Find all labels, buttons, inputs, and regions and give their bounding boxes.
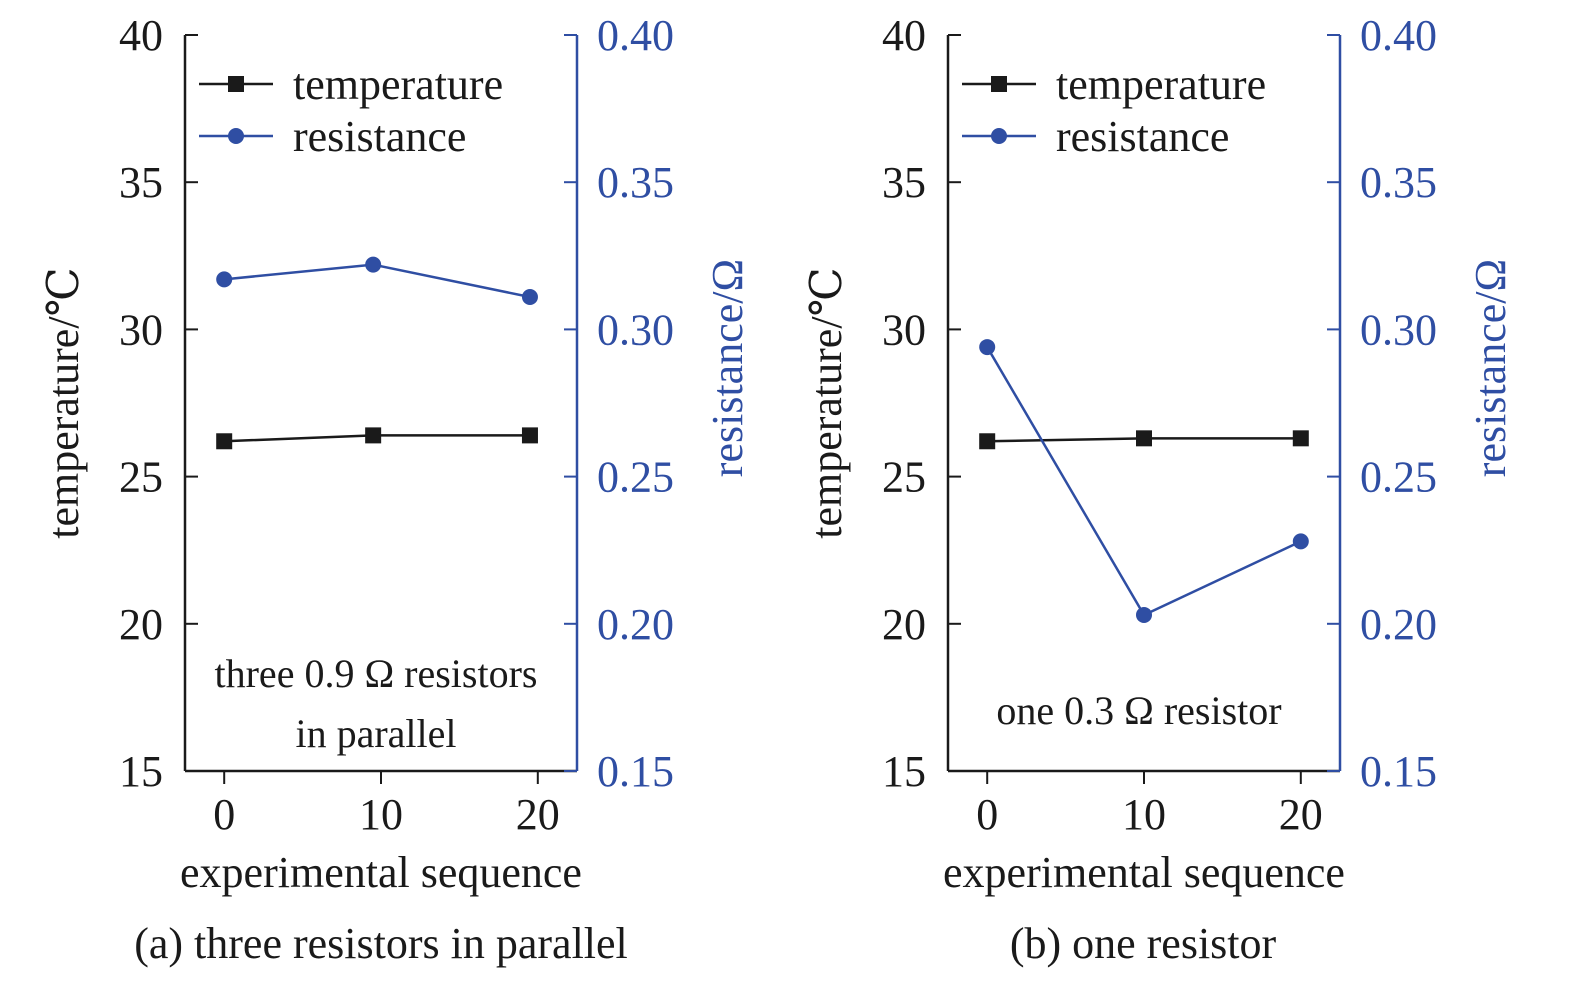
panel-b-legend-temperature-label: temperature: [1056, 60, 1266, 109]
panel-b-temperature-point: [1136, 430, 1152, 447]
panel-b-y-tick-label: 25: [882, 453, 926, 502]
panel-b-temperature-point: [979, 433, 996, 450]
panel-a-y-tick-label: 15: [119, 747, 163, 796]
panel-a-y-tick-label: 30: [119, 305, 163, 354]
panel-b-x-tick-label: 20: [1279, 790, 1323, 839]
panel-a-resistance-point: [521, 289, 538, 306]
panel-a-y2-tick-label: 0.20: [597, 600, 674, 649]
panel-b-y2-tick-label: 0.15: [1360, 747, 1437, 796]
panel-b-legend-resistance-label: resistance: [1056, 112, 1229, 161]
panel-a-temperature-point: [216, 433, 233, 450]
panel-a-legend-resistance-label: resistance: [293, 112, 466, 161]
panel-b-x-axis-title: experimental sequence: [943, 848, 1345, 897]
panel-b: 15 20 25 30 35 40 0.15 0.20 0.25 0.30 0.35 0.40 0 10 2…: [802, 11, 1515, 968]
panel-b-resistance-point: [1292, 533, 1309, 550]
panel-b-caption: (b) one resistor: [1010, 919, 1277, 968]
panel-b-x-tick-label: 0: [976, 790, 998, 839]
panel-a-y2-tick-label: 0.30: [597, 305, 674, 354]
panel-b-legend-resistance-marker: [991, 128, 1007, 144]
panel-b-y-tick-label: 40: [882, 11, 926, 60]
panel-b-y-tick-label: 15: [882, 747, 926, 796]
panel-a-y2-tick-label: 0.35: [597, 158, 674, 207]
panel-b-y-tick-label: 20: [882, 600, 926, 649]
panel-a: 15 20 25 30 35 40 0.15 0.20 0.25 0.30 0.35 0.40 0 10 2…: [39, 11, 752, 968]
panel-a-annotation-line: in parallel: [295, 711, 456, 756]
panel-a-legend-temperature-marker: [228, 76, 244, 92]
panel-b-y-axis-title: temperature/℃: [802, 267, 851, 539]
panel-b-y-tick-label: 35: [882, 158, 926, 207]
panel-b-x-tick-label: 10: [1122, 790, 1166, 839]
panel-a-x-tick-label: 0: [213, 790, 235, 839]
panel-a-caption: (a) three resistors in parallel: [134, 919, 628, 968]
panel-b-y2-axis-title: resistance/Ω: [1466, 259, 1515, 477]
panel-b-annotation-line: one 0.3 Ω resistor: [996, 688, 1281, 733]
panel-b-y2-tick-label: 0.20: [1360, 600, 1437, 649]
panel-a-y-tick-label: 35: [119, 158, 163, 207]
panel-b-resistance-point: [979, 339, 996, 356]
panel-b-resistance-line: [986, 346, 1302, 617]
panel-a-x-tick-label: 10: [359, 790, 403, 839]
panel-b-y2-tick-label: 0.30: [1360, 305, 1437, 354]
panel-a-resistance-point: [365, 256, 382, 273]
panel-b-y2-tick-label: 0.40: [1360, 11, 1437, 60]
panel-a-y2-tick-label: 0.40: [597, 11, 674, 60]
panel-a-y-tick-label: 25: [119, 453, 163, 502]
panel-a-y2-tick-label: 0.25: [597, 453, 674, 502]
panel-a-annotation-line: three 0.9 Ω resistors: [215, 651, 538, 696]
panel-b-y2-tick-label: 0.35: [1360, 158, 1437, 207]
panel-a-temperature-point: [365, 427, 382, 444]
panel-b-y-tick-label: 30: [882, 305, 926, 354]
panel-b-temperature-point: [1292, 430, 1309, 447]
panel-a-temperature-point: [521, 427, 538, 444]
panel-b-legend-temperature-marker: [991, 76, 1007, 92]
panel-a-y-tick-label: 20: [119, 600, 163, 649]
panel-b-resistance-point: [1136, 606, 1152, 623]
panel-a-y-tick-label: 40: [119, 11, 163, 60]
panel-a-y2-axis-title: resistance/Ω: [703, 259, 752, 477]
panel-a-x-axis-title: experimental sequence: [180, 848, 582, 897]
panel-a-resistance-point: [216, 271, 233, 288]
panel-a-y2-tick-label: 0.15: [597, 747, 674, 796]
panel-a-legend-temperature-label: temperature: [293, 60, 503, 109]
panel-b-y2-tick-label: 0.25: [1360, 453, 1437, 502]
panel-a-legend-resistance-marker: [228, 128, 244, 144]
panel-a-x-tick-label: 20: [516, 790, 560, 839]
panel-a-y-axis-title: temperature/℃: [39, 267, 88, 539]
